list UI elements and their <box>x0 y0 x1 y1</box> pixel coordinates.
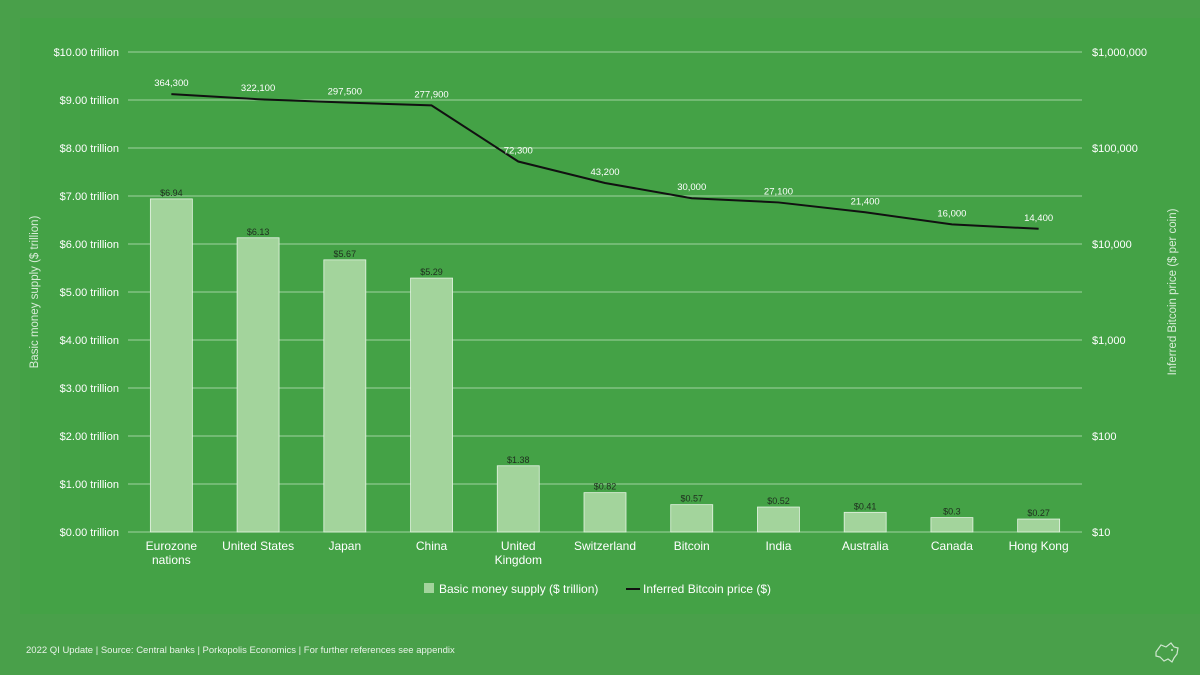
bar <box>583 492 627 533</box>
left-tick-label: $6.00 trillion <box>60 239 119 251</box>
legend-bar-label: Basic money supply ($ trillion) <box>439 582 598 596</box>
right-axis-title: Inferred Bitcoin price ($ per coin) <box>1167 208 1179 375</box>
line-value-label: 43,200 <box>590 167 619 178</box>
line-series <box>171 93 1039 230</box>
category-label: United States <box>222 539 294 553</box>
category-label: Japan <box>328 539 361 553</box>
right-axis-ticks: $10 $100 $1,000 $10,000 $100,000 $1,000,000 <box>1092 47 1147 539</box>
gridlines <box>128 51 1082 533</box>
category-label: Kingdom <box>495 553 542 567</box>
data-labels: $6.94 $6.13 $5.67 $5.29 $1.38 $0.82 $0.57 $0.52… <box>154 78 1053 518</box>
line-value-label: 364,300 <box>154 78 188 89</box>
line-value-label: 322,100 <box>241 83 275 94</box>
pig-icon <box>1155 642 1179 663</box>
bar <box>757 506 800 533</box>
bar-value-label: $5.67 <box>334 249 357 259</box>
left-axis-ticks: $0.00 trillion $1.00 trillion $2.00 trilli… <box>54 47 119 539</box>
bar-value-label: $0.57 <box>680 494 703 504</box>
category-label: India <box>765 539 791 553</box>
bar-value-label: $6.13 <box>247 227 270 237</box>
left-tick-label: $7.00 trillion <box>60 191 119 203</box>
chart-panel: $6.94 $6.13 $5.67 $5.29 $1.38 $0.82 $0.57 $0.52… <box>20 18 1200 614</box>
left-tick-label: $3.00 trillion <box>60 383 119 395</box>
right-tick-label: $100 <box>1092 431 1116 443</box>
right-tick-label: $10 <box>1092 527 1110 539</box>
left-axis-title: Basic money supply ($ trillion) <box>29 215 41 368</box>
left-tick-label: $0.00 trillion <box>60 527 119 539</box>
chart: $6.94 $6.13 $5.67 $5.29 $1.38 $0.82 $0.57 $0.52… <box>29 47 1179 596</box>
line-value-label: 30,000 <box>677 182 706 193</box>
left-tick-label: $4.00 trillion <box>60 335 119 347</box>
left-tick-label: $5.00 trillion <box>60 287 119 299</box>
price-line <box>171 93 1039 230</box>
legend-line-label: Inferred Bitcoin price ($) <box>643 582 771 596</box>
right-tick-label: $1,000,000 <box>1092 47 1147 59</box>
left-tick-label: $9.00 trillion <box>60 95 119 107</box>
bars <box>149 198 1061 533</box>
bar-value-label: $0.82 <box>594 482 617 492</box>
bar <box>670 504 714 533</box>
left-tick-label: $2.00 trillion <box>60 431 119 443</box>
line-value-label: 72,300 <box>504 146 533 157</box>
right-tick-label: $10,000 <box>1092 239 1132 251</box>
bar <box>843 511 887 533</box>
category-label: Bitcoin <box>674 539 710 553</box>
bar-value-label: $1.38 <box>507 455 530 465</box>
left-tick-label: $1.00 trillion <box>60 479 119 491</box>
right-tick-label: $100,000 <box>1092 143 1138 155</box>
category-label: China <box>416 539 448 553</box>
right-tick-label: $1,000 <box>1092 335 1126 347</box>
category-label: Hong Kong <box>1009 539 1069 553</box>
bar <box>149 198 193 533</box>
legend: Basic money supply ($ trillion) Inferred… <box>424 582 771 596</box>
line-value-label: 277,900 <box>414 89 448 100</box>
bar <box>323 259 367 533</box>
bar-value-label: $0.3 <box>943 507 961 517</box>
bar-value-label: $5.29 <box>420 267 443 277</box>
footer-note: 2022 QI Update | Source: Central banks |… <box>26 645 455 656</box>
category-label: Canada <box>931 539 973 553</box>
category-label: United <box>501 539 536 553</box>
bar-value-label: $0.27 <box>1027 508 1050 518</box>
bar-value-label: $6.94 <box>160 188 183 198</box>
line-value-label: 16,000 <box>937 208 966 219</box>
category-label: Switzerland <box>574 539 636 553</box>
category-label: Eurozone <box>146 539 198 553</box>
legend-bar-swatch <box>424 583 434 593</box>
bar <box>236 237 280 533</box>
category-label: Australia <box>842 539 889 553</box>
left-tick-label: $10.00 trillion <box>54 47 119 59</box>
category-label: nations <box>152 553 191 567</box>
line-value-label: 297,500 <box>328 87 362 98</box>
bar-value-label: $0.52 <box>767 496 790 506</box>
line-value-label: 14,400 <box>1024 213 1053 224</box>
bar <box>930 517 974 533</box>
bar <box>410 277 453 533</box>
bar <box>1017 518 1061 533</box>
line-value-label: 21,400 <box>851 196 880 207</box>
line-value-label: 27,100 <box>764 186 793 197</box>
bar <box>496 465 540 533</box>
bar-value-label: $0.41 <box>854 501 877 511</box>
left-tick-label: $8.00 trillion <box>60 143 119 155</box>
